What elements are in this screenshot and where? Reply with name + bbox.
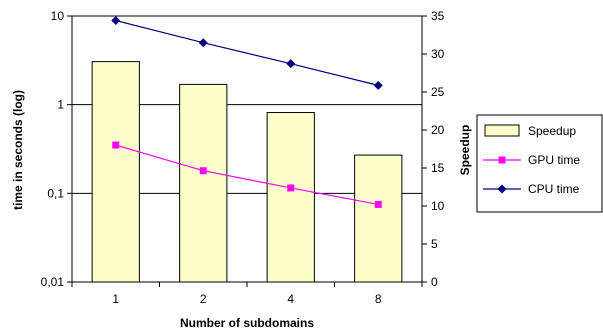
y-right-tick-label: 10 [431, 199, 445, 213]
y-left-tick-label: 10 [51, 9, 65, 23]
cpu-time-point [111, 15, 121, 25]
legend-swatch-speedup [484, 124, 520, 137]
tick-labels: 0,01 0,1 1 10 0 5 10 15 20 25 30 35 1 2 4 8 [41, 9, 445, 306]
x-tick-label: 8 [375, 292, 382, 306]
y-left-axis-title: time in seconds (log) [11, 90, 25, 210]
gpu-time-point [112, 141, 120, 149]
speedup-bar [91, 61, 140, 283]
speedup-bar [179, 83, 228, 283]
cpu-time-line [115, 19, 379, 86]
y-left-tick-label: 0,01 [41, 275, 65, 289]
x-tick-label: 1 [112, 292, 119, 306]
y-right-tick-label: 0 [431, 275, 438, 289]
y-right-tick-label: 15 [431, 161, 445, 175]
speedup-bar [354, 154, 403, 283]
legend-label-speedup: Speedup [528, 124, 576, 138]
legend-label-gpu-time: GPU time [528, 153, 580, 167]
y-left-tick-label: 0,1 [47, 186, 64, 200]
legend: Speedup GPU time CPU time [476, 114, 603, 213]
y-right-tick-label: 5 [431, 237, 438, 251]
y-right-axis-title: Speedup [458, 125, 472, 176]
y-right-tick-label: 35 [431, 9, 445, 23]
gpu-time-point [287, 184, 295, 192]
y-left-tick-label: 1 [57, 98, 64, 112]
y-right-tick-label: 30 [431, 47, 445, 61]
gpu-time-point [199, 167, 207, 175]
cpu-time-point [198, 38, 208, 48]
cpu-time-point [373, 80, 383, 90]
gpu-time-line [115, 144, 379, 206]
legend-label-cpu-time: CPU time [528, 182, 580, 196]
legend-marker-gpu-time [498, 156, 506, 164]
x-tick-label: 2 [200, 292, 207, 306]
legend-marker-cpu-time [497, 184, 507, 194]
x-tick-label: 4 [287, 292, 294, 306]
x-axis-title: Number of subdomains [180, 316, 314, 330]
speedup-bars [91, 61, 403, 283]
time-lines [111, 15, 383, 208]
gpu-time-point [374, 200, 382, 208]
speedup-bar [266, 112, 315, 283]
y-right-tick-label: 20 [431, 123, 445, 137]
y-right-tick-label: 25 [431, 85, 445, 99]
cpu-time-point [286, 59, 296, 69]
axes [67, 15, 427, 287]
